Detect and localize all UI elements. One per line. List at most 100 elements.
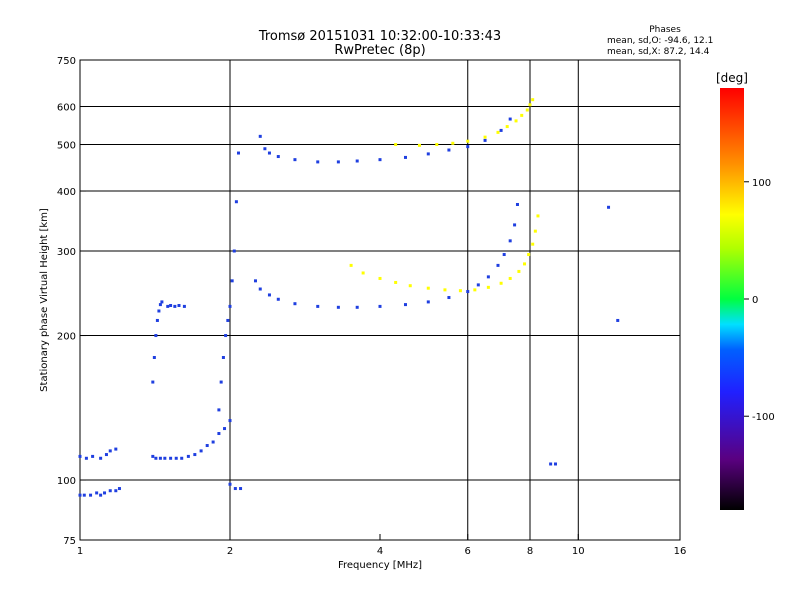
data-point-o (174, 456, 178, 460)
data-point-o (217, 432, 221, 436)
data-point-o (239, 487, 243, 491)
data-point-x (528, 103, 532, 107)
data-point-o (236, 151, 240, 155)
data-point-x (486, 285, 490, 289)
data-point-o (553, 462, 557, 466)
data-point-o (316, 304, 320, 308)
data-point-o (152, 355, 156, 359)
y-tick-label: 100 (57, 476, 76, 487)
colorbar-label: [deg] (716, 71, 748, 85)
data-point-x (378, 276, 382, 280)
data-point-o (155, 318, 159, 322)
plot-frame-group (79, 59, 681, 541)
data-point-o (233, 487, 237, 491)
data-point-o (199, 449, 203, 453)
data-point-o (378, 304, 382, 308)
stats-heading: Phases (649, 25, 681, 35)
data-point-x (394, 280, 398, 284)
y-tick-label: 75 (63, 536, 76, 547)
data-point-o (447, 148, 451, 152)
data-point-o (154, 456, 158, 460)
data-point-o (103, 491, 107, 495)
stats-line-x: mean, sd,X: 87.2, 14.4 (607, 47, 710, 57)
data-point-o (78, 493, 82, 497)
data-point-o (193, 453, 197, 457)
data-point-x (533, 229, 537, 233)
data-point-o (180, 456, 184, 460)
data-point-o (426, 300, 430, 304)
data-point-o (378, 158, 382, 162)
data-point-x (361, 271, 365, 275)
data-point-o (157, 309, 161, 313)
data-point-o (177, 303, 181, 307)
data-point-o (223, 427, 227, 431)
data-point-x (426, 286, 430, 290)
x-tick-label: 8 (527, 546, 533, 557)
data-point-o (224, 334, 228, 338)
x-axis-label: Frequency [MHz] (338, 560, 422, 571)
data-point-o (219, 380, 223, 384)
data-point-o (355, 159, 359, 163)
data-point-o (78, 454, 82, 458)
data-point-o (169, 303, 173, 307)
data-point-o (163, 456, 167, 460)
stats-line-o: mean, sd,O: -94.6, 12.1 (607, 36, 713, 46)
data-point-o (267, 151, 271, 155)
data-points (78, 98, 620, 497)
y-tick-label: 600 (57, 103, 76, 114)
data-point-o (173, 304, 177, 308)
data-point-o (336, 160, 340, 164)
data-point-o (496, 263, 500, 267)
data-point-o (84, 456, 88, 460)
data-point-o (228, 419, 232, 423)
data-point-x (536, 214, 540, 218)
data-point-o (117, 487, 121, 491)
data-point-o (483, 138, 487, 142)
data-point-o (253, 279, 257, 283)
data-point-o (226, 318, 230, 322)
data-point-o (466, 290, 470, 294)
x-tick-label: 6 (465, 546, 471, 557)
data-point-o (228, 304, 232, 308)
data-point-o (158, 456, 162, 460)
data-point-o (426, 152, 430, 156)
data-point-o (476, 283, 480, 287)
x-tick-label: 10 (572, 546, 585, 557)
data-point-o (499, 128, 503, 132)
axis-ticks: 1 2 4 6 8 10 16 75 100 200 300 400 500 600 750 (57, 56, 686, 557)
data-point-o (549, 462, 553, 466)
y-tick-label: 500 (57, 141, 76, 152)
data-point-o (355, 305, 359, 309)
data-point-o (276, 155, 280, 159)
data-point-o (114, 447, 118, 451)
data-point-o (104, 453, 108, 457)
y-tick-label: 400 (57, 187, 76, 198)
data-point-x (443, 288, 447, 292)
data-point-o (82, 493, 86, 497)
data-point-o (160, 300, 164, 304)
data-point-o (616, 318, 620, 322)
data-point-o (508, 117, 512, 121)
data-point-o (114, 489, 118, 493)
data-point-o (258, 134, 262, 138)
data-point-o (99, 493, 103, 497)
data-point-x (435, 143, 439, 147)
data-point-o (276, 297, 280, 301)
data-point-o (466, 145, 470, 149)
colorbar (720, 88, 744, 510)
x-tick-label: 4 (377, 546, 383, 557)
data-point-x (525, 108, 529, 112)
data-point-x (483, 135, 487, 139)
data-point-o (403, 303, 407, 307)
data-point-o (513, 223, 517, 227)
data-point-o (447, 296, 451, 300)
data-point-o (182, 304, 186, 308)
colorbar-tick-label: 100 (752, 178, 771, 189)
data-point-x (394, 143, 398, 147)
data-point-x (499, 281, 503, 285)
data-point-x (531, 98, 535, 102)
data-point-o (154, 334, 158, 338)
data-point-o (95, 491, 99, 495)
data-point-o (228, 482, 232, 486)
